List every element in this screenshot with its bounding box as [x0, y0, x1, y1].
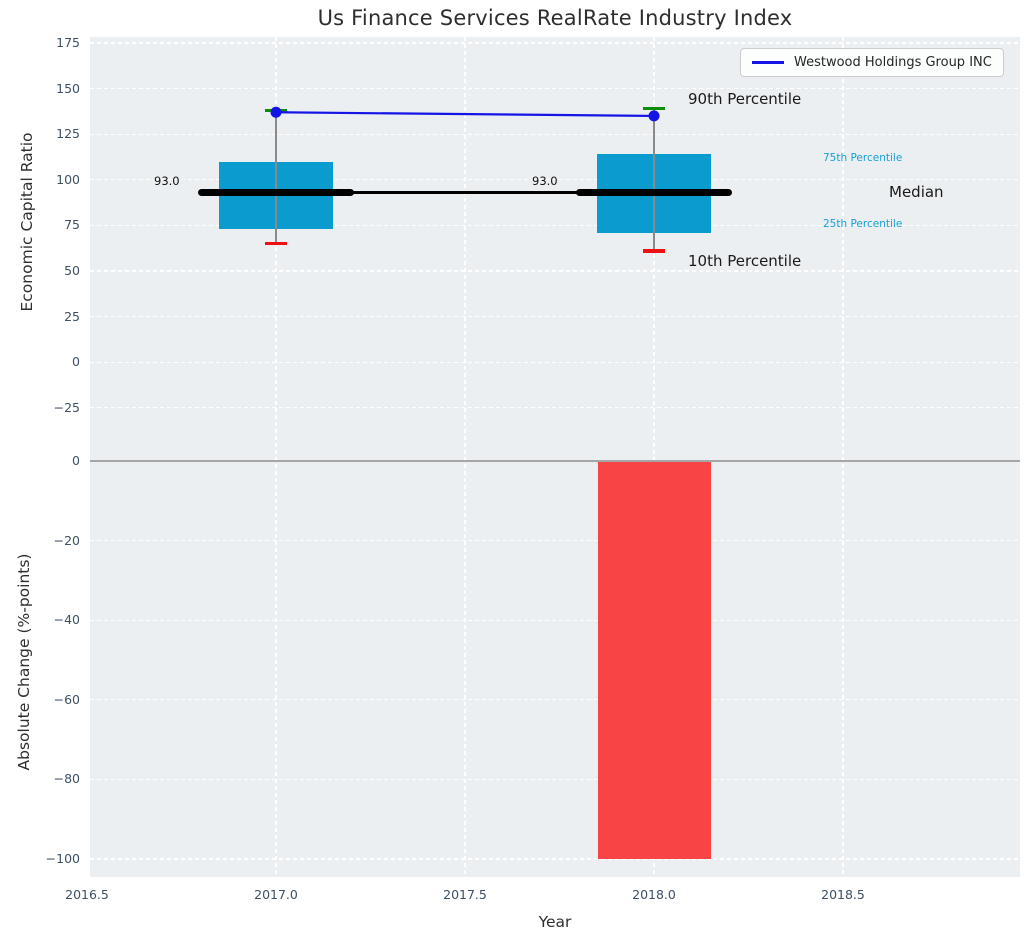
- tick-label-y: 25: [64, 308, 80, 324]
- gridline-y: [90, 224, 1020, 226]
- gridline-y: [90, 42, 1020, 44]
- zero-line: [90, 460, 1020, 462]
- tick-label-y: 125: [56, 125, 80, 141]
- gridline-y: [90, 179, 1020, 181]
- gridline-y: [90, 619, 1020, 621]
- gridline-y: [90, 315, 1020, 318]
- median-line: [198, 189, 354, 197]
- tick-label-y: 0: [72, 353, 80, 369]
- tick-label-y: 175: [56, 34, 80, 50]
- gridline-y: [90, 858, 1020, 860]
- annotation-median: Median: [889, 183, 944, 201]
- tick-label-x: 2017.0: [254, 887, 298, 902]
- tick-label-y: −80: [53, 771, 80, 787]
- median-value-label: 93.0: [532, 173, 558, 188]
- annotation-p25: 25th Percentile: [823, 218, 903, 230]
- tick-label-y: 50: [64, 262, 80, 278]
- annotation-p75: 75th Percentile: [823, 152, 903, 164]
- x-axis-label: Year: [538, 913, 572, 931]
- legend-label: Westwood Holdings Group INC: [794, 55, 992, 70]
- chart-title: Us Finance Services RealRate Industry In…: [317, 6, 793, 30]
- gridline-x: [653, 37, 655, 877]
- tick-label-y: 75: [64, 217, 80, 233]
- median-value-label: 93.0: [154, 173, 180, 188]
- gridline-y: [90, 361, 1020, 363]
- gridline-x: [464, 37, 466, 877]
- annotation-p90: 90th Percentile: [688, 90, 802, 108]
- median-connector-line: [276, 191, 654, 194]
- tick-label-x: 2017.5: [443, 887, 487, 902]
- whisker-line: [653, 108, 655, 251]
- legend-line-icon: [752, 61, 784, 64]
- gridline-y: [90, 407, 1020, 409]
- gridline-y: [90, 540, 1020, 542]
- whisker-cap-90th: [643, 106, 665, 111]
- tick-label-y: −40: [53, 611, 80, 627]
- tick-label-y: 0: [72, 452, 80, 468]
- bar-absolute-change: [597, 461, 711, 859]
- gridline-y: [90, 699, 1020, 701]
- bottom-plot-area: [90, 448, 1020, 877]
- whisker-cap-10th: [643, 249, 665, 253]
- gridline-y: [90, 133, 1020, 135]
- tick-label-y: 100: [56, 171, 80, 187]
- median-line: [576, 189, 732, 197]
- top-plot-area: [90, 37, 1020, 448]
- gridline-y: [90, 87, 1020, 90]
- tick-label-y: −60: [53, 691, 80, 707]
- gridline-y: [90, 778, 1020, 780]
- gridline-x: [275, 37, 277, 877]
- whisker-cap-90th: [265, 108, 287, 113]
- tick-label-y: −100: [45, 850, 80, 866]
- tick-label-y: −25: [53, 399, 80, 415]
- annotation-p10: 10th Percentile: [688, 252, 802, 270]
- whisker-cap-10th: [265, 241, 287, 246]
- gridline-x: [842, 37, 844, 877]
- tick-label-y: 150: [56, 80, 80, 96]
- tick-label-x: 2018.0: [632, 887, 676, 902]
- tick-label-y: −20: [53, 532, 80, 548]
- legend: Westwood Holdings Group INC: [740, 48, 1004, 77]
- gridline-y: [90, 270, 1020, 272]
- tick-label-x: 2016.5: [65, 887, 109, 902]
- tick-label-x: 2018.5: [821, 887, 865, 902]
- whisker-line: [275, 110, 277, 244]
